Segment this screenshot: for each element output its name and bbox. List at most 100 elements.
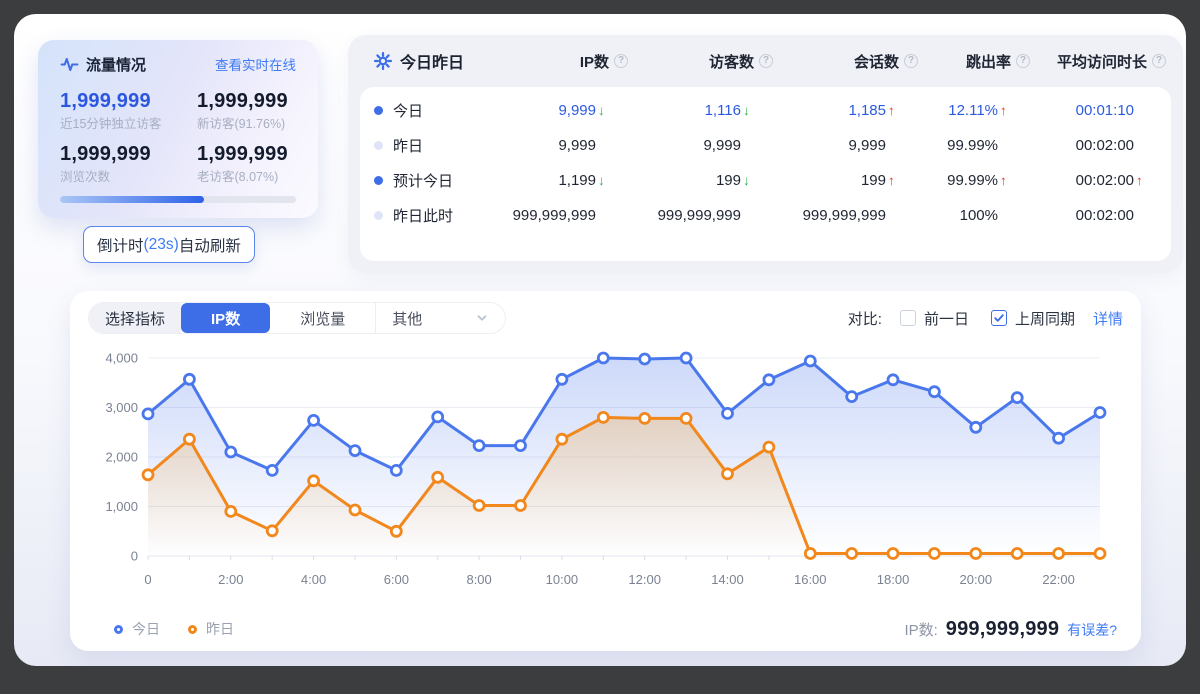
legend-marker: [188, 624, 197, 634]
cell-value: 9,999: [558, 102, 596, 119]
cell-value: 00:02:00: [1075, 172, 1134, 189]
legend-item[interactable]: 昨日: [188, 619, 234, 639]
refresh-progress-bar: [60, 196, 296, 203]
cell-value: 1,199: [558, 172, 596, 189]
legend-name: 昨日: [206, 621, 234, 637]
legend-name: 今日: [132, 621, 160, 637]
chart-toolbar: 选择指标 IP数 浏览量 其他 对比: 前一日 上周同期 详情: [88, 302, 1123, 334]
cell-value: 99.99%: [947, 137, 998, 154]
svg-text:14:00: 14:00: [711, 572, 744, 587]
column-header: 会话数?: [773, 51, 918, 72]
refresh-progress-fill: [60, 196, 204, 203]
footer-metric: IP数: 999,999,999 有误差?: [904, 618, 1117, 641]
table-row: 预计今日 1,199 ↓ 199 ↓ 199 ↑ 99.99% ↑ 00:02:00 ↑: [374, 163, 1157, 198]
activity-icon: [60, 55, 79, 74]
cell-value: 12.11%: [948, 102, 998, 119]
compare-controls: 对比: 前一日 上周同期 详情: [848, 308, 1123, 329]
table-cell: 100%: [904, 207, 1016, 224]
metric-tab-label: IP数: [211, 310, 241, 328]
svg-text:16:00: 16:00: [794, 572, 827, 587]
svg-text:0: 0: [144, 572, 151, 587]
table-row: 昨日 9,999 9,999 9,999 99.99% 00:02:00: [374, 128, 1157, 163]
arrow-down-icon: ↓: [598, 173, 605, 188]
table-cell: 1,185 ↑: [759, 102, 904, 119]
cell-value: 00:01:10: [1075, 102, 1134, 119]
detail-link[interactable]: 详情: [1092, 310, 1123, 328]
column-header-label: 平均访问时长: [1056, 53, 1147, 71]
cell-value: 999,999,999: [657, 207, 741, 224]
arrow-up-icon: ↑: [1136, 173, 1143, 188]
summary-title-cell: 今日昨日: [374, 49, 524, 73]
svg-text:0: 0: [131, 549, 138, 564]
table-cell: 999,999,999: [759, 207, 904, 224]
help-icon[interactable]: ?: [759, 54, 773, 68]
cell-value: 9,999: [848, 137, 886, 154]
series-lines: [146, 356, 1102, 555]
table-cell: 99.99% ↑: [904, 172, 1016, 189]
arrow-up-icon: ↑: [1000, 103, 1007, 118]
table-cell: 999,999,999: [614, 207, 759, 224]
trend-line-chart[interactable]: 0 1,000 2,000 3,000 4,000 0 2:00 4:00 6:00 8:00 10…: [84, 342, 1127, 610]
metric-tab-3[interactable]: 其他: [375, 303, 505, 333]
footer-metric-label: IP数:: [904, 621, 938, 639]
help-icon[interactable]: ?: [904, 54, 918, 68]
table-cell: 9,999: [510, 137, 614, 154]
cell-value: 00:02:00: [1075, 137, 1134, 154]
table-cell: 1,199 ↓: [510, 172, 614, 189]
svg-text:1,000: 1,000: [105, 499, 138, 514]
error-link[interactable]: 有误差?: [1067, 621, 1117, 638]
metric-tab-label: 浏览量: [300, 310, 346, 328]
chart-legend: 今日 昨日: [114, 619, 234, 639]
row-label: 昨日此时: [374, 205, 510, 226]
column-header-label: 会话数: [853, 53, 899, 71]
column-header-label: 访客数: [708, 53, 754, 71]
legend-item[interactable]: 今日: [114, 619, 160, 639]
gear-icon[interactable]: [374, 52, 392, 70]
chart-footer: 今日 昨日 IP数: 999,999,999 有误差?: [114, 612, 1117, 646]
compare-checkbox[interactable]: 上周同期: [990, 308, 1075, 329]
traffic-stat-value: 1,999,999: [60, 90, 151, 112]
arrow-up-icon: ↑: [888, 103, 895, 118]
cell-value: 9,999: [558, 137, 596, 154]
chevron-down-icon: [475, 311, 489, 325]
table-cell: 1,116 ↓: [614, 102, 759, 119]
traffic-overview-card: 流量情况 查看实时在线 1,999,999 近15分钟独立访客 1,999,999 新…: [38, 40, 318, 218]
svg-text:3,000: 3,000: [105, 400, 138, 415]
metric-tabs: IP数 浏览量 其他: [181, 303, 505, 333]
svg-text:22:00: 22:00: [1042, 572, 1075, 587]
traffic-stat: 1,999,999 老访客(8.07%): [197, 141, 296, 186]
checkbox-unchecked-icon[interactable]: [899, 310, 916, 326]
countdown-suffix: 自动刷新: [178, 237, 241, 255]
row-label: 昨日: [374, 135, 510, 156]
svg-text:20:00: 20:00: [960, 572, 993, 587]
compare-checkbox[interactable]: 前一日: [899, 308, 969, 329]
svg-text:4,000: 4,000: [105, 351, 138, 366]
compare-checkboxes: 前一日 上周同期: [899, 308, 1075, 329]
svg-text:2,000: 2,000: [105, 450, 138, 465]
svg-text:18:00: 18:00: [877, 572, 910, 587]
series-dot: [374, 106, 383, 115]
column-header: 平均访问时长?: [1030, 51, 1166, 72]
traffic-stat: 1,999,999 近15分钟独立访客: [60, 88, 197, 133]
help-icon[interactable]: ?: [1152, 54, 1166, 68]
checkbox-checked-icon[interactable]: [990, 310, 1007, 326]
cell-value: 9,999: [703, 137, 741, 154]
traffic-card-header: 流量情况 查看实时在线: [60, 54, 296, 74]
metric-tab-2[interactable]: 浏览量: [270, 303, 375, 333]
svg-text:10:00: 10:00: [546, 572, 579, 587]
series-dot: [374, 211, 383, 220]
svg-text:12:00: 12:00: [628, 572, 661, 587]
trend-chart-card: 选择指标 IP数 浏览量 其他 对比: 前一日 上周同期 详情 0 1,000 2,000…: [70, 291, 1141, 651]
arrow-down-icon: ↓: [743, 173, 750, 188]
metric-tab-1[interactable]: IP数: [181, 303, 271, 333]
help-icon[interactable]: ?: [614, 54, 628, 68]
column-header-label: 跳出率: [965, 53, 1011, 71]
view-realtime-link[interactable]: 查看实时在线: [215, 58, 296, 73]
x-axis-ticks: 0 2:00 4:00 6:00 8:00 10:00 12:00 14:00 16:00 18:…: [144, 556, 1101, 587]
table-cell: 199 ↓: [614, 172, 759, 189]
column-header: IP数?: [524, 51, 628, 72]
table-cell: 00:02:00: [1016, 207, 1152, 224]
cell-value: 99.99%: [947, 172, 998, 189]
help-icon[interactable]: ?: [1016, 54, 1030, 68]
row-label: 今日: [374, 100, 510, 121]
